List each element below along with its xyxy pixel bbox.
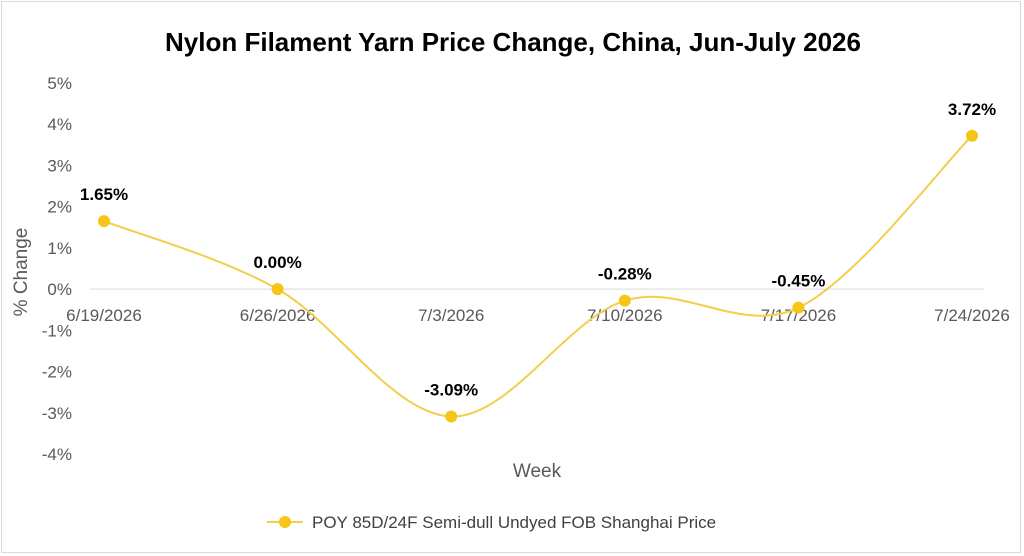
y-tick-label: 5% bbox=[47, 74, 72, 93]
x-tick-label: 7/17/2026 bbox=[761, 306, 837, 325]
legend-label: POY 85D/24F Semi-dull Undyed FOB Shangha… bbox=[312, 513, 716, 532]
legend-marker bbox=[279, 516, 291, 528]
data-point-marker bbox=[618, 294, 631, 307]
x-tick-label: 7/3/2026 bbox=[418, 306, 484, 325]
data-labels: 1.65% 0.00% -3.09% -0.28% -0.45% 3.72% bbox=[80, 100, 996, 400]
data-point-marker bbox=[445, 410, 458, 423]
legend: POY 85D/24F Semi-dull Undyed FOB Shangha… bbox=[267, 513, 716, 532]
y-tick-label: -2% bbox=[42, 363, 72, 382]
data-label: 0.00% bbox=[253, 253, 301, 272]
y-axis-ticks: 5% 4% 3% 2% 1% 0% -1% -2% -3% -4% bbox=[42, 74, 72, 464]
x-axis-ticks: 6/19/2026 6/26/2026 7/3/2026 7/10/2026 7/17/… bbox=[66, 306, 1010, 325]
y-tick-label: 4% bbox=[47, 115, 72, 134]
y-tick-label: -1% bbox=[42, 321, 72, 340]
data-label: 1.65% bbox=[80, 185, 128, 204]
y-tick-label: 2% bbox=[47, 198, 72, 217]
y-tick-label: -3% bbox=[42, 404, 72, 423]
data-label: 3.72% bbox=[948, 100, 996, 119]
data-point-marker bbox=[98, 215, 110, 228]
data-label: -3.09% bbox=[424, 380, 478, 399]
chart-title: Nylon Filament Yarn Price Change, China,… bbox=[165, 27, 861, 57]
y-tick-label: -4% bbox=[42, 445, 72, 464]
data-point-marker bbox=[792, 301, 805, 314]
data-label: -0.28% bbox=[598, 265, 652, 284]
series-group bbox=[98, 129, 978, 423]
data-point-marker bbox=[966, 129, 978, 142]
x-tick-label: 7/24/2026 bbox=[934, 306, 1010, 325]
y-axis-title: % Change bbox=[11, 228, 32, 317]
y-tick-label: 3% bbox=[47, 156, 72, 175]
data-label: -0.45% bbox=[771, 272, 825, 291]
x-tick-label: 6/19/2026 bbox=[66, 306, 142, 325]
x-axis-title: Week bbox=[513, 461, 562, 482]
data-point-marker bbox=[271, 283, 284, 296]
x-tick-label: 7/10/2026 bbox=[587, 306, 663, 325]
x-tick-label: 6/26/2026 bbox=[240, 306, 316, 325]
y-tick-label: 1% bbox=[47, 239, 72, 258]
series-line bbox=[103, 135, 973, 418]
y-tick-label: 0% bbox=[47, 280, 72, 299]
